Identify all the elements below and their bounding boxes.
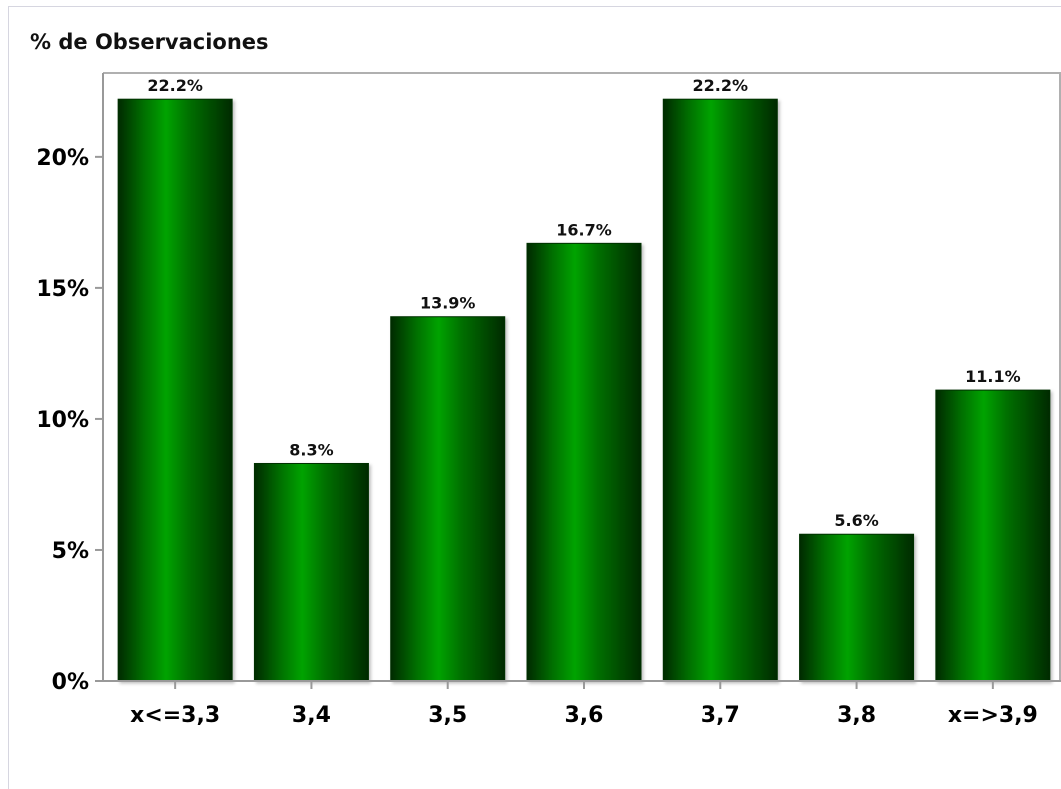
bar	[526, 242, 642, 682]
x-tick-label: 3,6	[565, 703, 604, 728]
y-tick-label: 15%	[36, 277, 89, 302]
bar	[799, 533, 915, 682]
y-tick-label: 20%	[36, 146, 89, 171]
x-tick-label: x=>3,9	[948, 703, 1038, 728]
x-tick-label: 3,4	[292, 703, 331, 728]
x-tick-label: x<=3,3	[130, 703, 220, 728]
x-tick-label: 3,5	[428, 703, 467, 728]
data-label: 11.1%	[965, 367, 1021, 386]
y-tick-label: 0%	[52, 670, 89, 695]
data-label: 22.2%	[147, 76, 203, 95]
x-tick-label: 3,7	[701, 703, 740, 728]
bar	[117, 98, 233, 682]
data-label: 13.9%	[420, 294, 476, 313]
bar	[253, 462, 369, 682]
x-tick-label: 3,8	[837, 703, 876, 728]
bar	[662, 98, 778, 682]
y-tick-label: 5%	[52, 539, 89, 564]
data-label: 22.2%	[693, 76, 749, 95]
bar	[935, 389, 1051, 682]
data-label: 16.7%	[556, 220, 612, 239]
data-label: 8.3%	[289, 440, 333, 459]
plot-area: 22.2% x<=3,3 8.3% 3,4 13.9% 3,5 16.7% 3,6 22.2% 3…	[36, 72, 1061, 728]
y-axis-label: % de Observaciones	[30, 30, 269, 54]
bar	[390, 316, 506, 682]
data-label: 5.6%	[834, 511, 878, 530]
y-tick-label: 10%	[36, 408, 89, 433]
